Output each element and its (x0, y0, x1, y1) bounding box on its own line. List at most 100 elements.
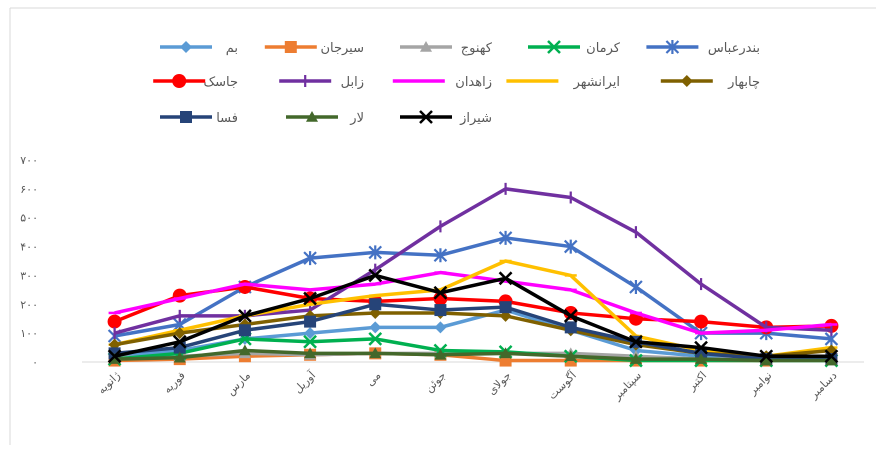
data-point (498, 230, 513, 245)
data-point (304, 327, 317, 340)
x-tick-label: آگوست (545, 368, 580, 403)
legend-item: سیرجان (264, 41, 364, 56)
legend-item: کهنوج (400, 41, 493, 56)
legend-label: بم (226, 41, 238, 56)
legend-swatch-marker (420, 41, 432, 52)
data-point (499, 301, 512, 314)
legend-swatch-marker (419, 110, 433, 124)
x-tick-label: آوریل (291, 368, 319, 396)
data-point (173, 327, 186, 340)
data-point (238, 324, 251, 337)
data-point (433, 248, 448, 263)
x-tick-label: ژانویه (95, 369, 123, 397)
legend-label: فسا (216, 111, 238, 126)
legend-label: سیرجان (320, 41, 364, 56)
data-point (369, 347, 382, 359)
data-point (760, 354, 773, 366)
data-point (499, 347, 512, 359)
data-point (564, 350, 577, 362)
series-group (113, 182, 833, 340)
data-point (304, 347, 317, 359)
y-tick-label: ۰ (32, 356, 38, 369)
data-point (629, 279, 643, 294)
data-point (563, 239, 578, 254)
legend-label: کرمان (586, 41, 621, 56)
legend-label: بندرعباس (708, 41, 760, 56)
data-point (564, 321, 577, 334)
data-point (629, 353, 642, 364)
data-point (369, 298, 382, 311)
legend-item: بم (160, 41, 238, 56)
data-point (369, 321, 382, 334)
legend-label: شیراز (459, 111, 492, 126)
series-line (114, 273, 832, 358)
y-tick-label: ۳۰۰ (20, 269, 38, 282)
data-point (563, 308, 578, 323)
y-tick-label: ۶۰۰ (20, 183, 38, 196)
data-point (434, 348, 447, 360)
x-tick-label: سپتامبر (610, 369, 644, 403)
legend-label: جاسک (203, 75, 238, 90)
x-tick-label: جوئن (422, 369, 448, 395)
x-tick-label: مارس (224, 369, 253, 398)
legend-item: کرمان (528, 40, 621, 56)
legend-label: ایرانشهر (573, 75, 620, 90)
legend-item: زاهدان (392, 75, 492, 90)
data-point (237, 279, 252, 294)
x-tick-label: می (364, 369, 384, 389)
legend-label: کهنوج (461, 41, 493, 56)
data-point (173, 351, 186, 363)
data-point (107, 349, 122, 364)
data-point (108, 353, 121, 364)
data-point (759, 349, 774, 364)
legend-item: فسا (160, 111, 238, 126)
x-tick-label: فوریه (161, 369, 188, 396)
legend-item: شیراز (400, 110, 492, 126)
legend-item: لار (286, 111, 364, 126)
series-line (114, 348, 832, 363)
legend-swatch-marker (665, 40, 680, 54)
data-point (172, 334, 187, 349)
legend-swatch-marker (680, 75, 693, 87)
legend-swatch-marker (180, 41, 192, 53)
x-tick-label: جولای (485, 369, 514, 398)
data-point (238, 344, 251, 356)
data-point (368, 268, 383, 283)
y-tick-label: ۵۰۰ (20, 212, 38, 225)
data-point (629, 334, 643, 349)
legend-swatch-marker (306, 111, 318, 122)
data-point (238, 308, 252, 323)
legend-item: چابهار (660, 75, 760, 90)
data-point (303, 251, 317, 266)
data-point (498, 271, 513, 286)
legend-label: چابهار (727, 75, 760, 90)
series-group (107, 268, 839, 364)
y-tick-label: ۴۰۰ (20, 241, 38, 254)
legend-swatch-marker (172, 74, 187, 88)
legend-label: زاهدان (455, 75, 492, 90)
y-tick-label: ۱۰۰ (20, 327, 38, 340)
data-point (434, 321, 447, 334)
legend-item: جاسک (153, 74, 238, 90)
data-point (303, 291, 317, 306)
legend-item: زابل (279, 75, 364, 90)
data-point (694, 314, 709, 329)
x-tick-label: دسامبر (806, 369, 839, 402)
series-line (114, 187, 832, 335)
legend-swatch-marker (547, 40, 561, 54)
y-tick-label: ۲۰۰ (20, 298, 38, 311)
data-point (824, 349, 839, 364)
data-point (694, 340, 708, 355)
x-tick-label: اکتبر (684, 369, 709, 394)
legend-label: زابل (341, 75, 364, 90)
series-line (114, 302, 832, 361)
data-point (107, 314, 122, 329)
data-point (434, 304, 447, 317)
data-point (695, 353, 708, 364)
series-line (113, 285, 832, 330)
data-point (303, 334, 317, 349)
legend-swatch-marker (284, 41, 297, 53)
series-line (114, 259, 832, 358)
